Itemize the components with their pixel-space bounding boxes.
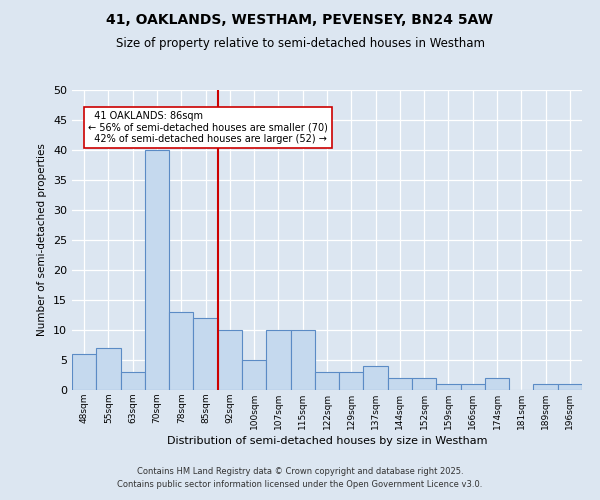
Text: 41, OAKLANDS, WESTHAM, PEVENSEY, BN24 5AW: 41, OAKLANDS, WESTHAM, PEVENSEY, BN24 5A… (107, 12, 493, 26)
Bar (412, 378, 436, 390)
Bar (121, 372, 145, 390)
Bar (364, 366, 388, 390)
Bar (436, 384, 461, 390)
Bar (242, 360, 266, 390)
Bar (72, 354, 96, 390)
Bar (533, 384, 558, 390)
X-axis label: Distribution of semi-detached houses by size in Westham: Distribution of semi-detached houses by … (167, 436, 487, 446)
Bar (290, 330, 315, 390)
Bar (461, 384, 485, 390)
Bar (339, 372, 364, 390)
Text: 41 OAKLANDS: 86sqm
← 56% of semi-detached houses are smaller (70)
  42% of semi-: 41 OAKLANDS: 86sqm ← 56% of semi-detache… (88, 111, 328, 144)
Bar (145, 150, 169, 390)
Bar (485, 378, 509, 390)
Bar (96, 348, 121, 390)
Text: Size of property relative to semi-detached houses in Westham: Size of property relative to semi-detach… (115, 38, 485, 51)
Bar (193, 318, 218, 390)
Bar (218, 330, 242, 390)
Bar (558, 384, 582, 390)
Text: Contains HM Land Registry data © Crown copyright and database right 2025.
Contai: Contains HM Land Registry data © Crown c… (118, 468, 482, 489)
Bar (169, 312, 193, 390)
Bar (266, 330, 290, 390)
Bar (388, 378, 412, 390)
Bar (315, 372, 339, 390)
Y-axis label: Number of semi-detached properties: Number of semi-detached properties (37, 144, 47, 336)
